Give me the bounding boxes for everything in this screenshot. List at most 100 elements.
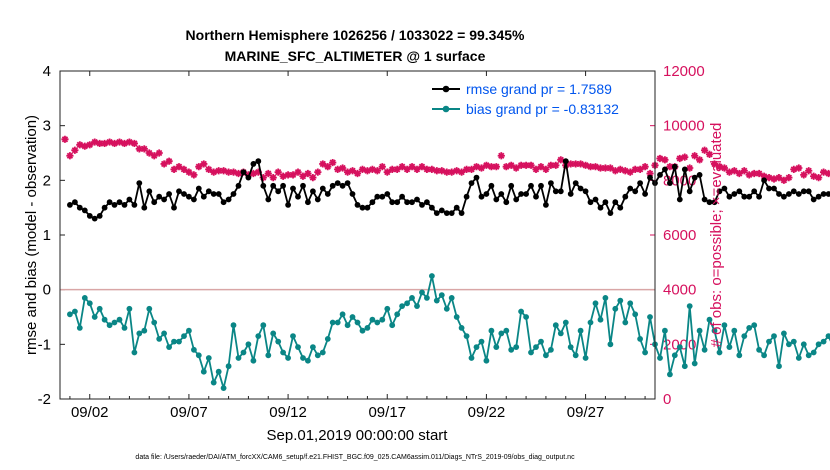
bias-point	[627, 300, 634, 307]
obs-count-point	[339, 164, 347, 172]
bias-point	[72, 308, 78, 315]
rmse-point	[751, 188, 758, 195]
obs-count-point	[705, 150, 714, 158]
obs-count-point	[730, 167, 738, 175]
obs-count-point	[423, 165, 431, 173]
rmse-point	[776, 191, 782, 197]
bias-point	[101, 316, 108, 323]
rmse-point	[399, 193, 405, 200]
obs-count-point	[745, 171, 753, 179]
obs-count-point	[110, 139, 119, 148]
bias-point	[126, 305, 133, 312]
rmse-point	[691, 174, 698, 181]
obs-count-point	[765, 174, 773, 182]
obs-count-point	[448, 168, 456, 176]
rmse-point	[538, 182, 544, 189]
rmse-point	[746, 193, 753, 200]
rmse-point	[503, 199, 510, 206]
obs-count-point	[105, 138, 114, 146]
obs-count-point	[552, 161, 560, 169]
obs-count-point	[418, 163, 426, 171]
y-tick-label-right: 12000	[663, 63, 705, 80]
bias-point	[443, 305, 450, 312]
rmse-point	[562, 158, 569, 165]
obs-count-point	[224, 168, 233, 176]
bias-point	[800, 341, 807, 348]
obs-count-point	[715, 163, 724, 171]
rmse-point	[597, 204, 604, 211]
x-tick-label: 09/12	[269, 404, 307, 421]
obs-count-point	[165, 157, 173, 165]
rmse-point	[662, 166, 668, 173]
rmse-point	[136, 180, 143, 187]
rmse-point	[825, 191, 830, 197]
rmse-point	[617, 204, 624, 211]
obs-count-point	[120, 139, 129, 148]
x-axis-label: Sep.01,2019 00:00:00 start	[267, 427, 449, 444]
rmse-point	[642, 191, 648, 197]
bias-point	[607, 341, 614, 348]
obs-count-point	[185, 168, 193, 176]
obs-count-point	[760, 172, 768, 180]
obs-count-point	[681, 153, 689, 161]
x-tick-label: 09/22	[468, 404, 506, 421]
obs-count-point	[299, 172, 307, 180]
bias-point	[215, 368, 222, 375]
obs-count-point	[611, 167, 619, 175]
rmse-point	[483, 191, 490, 197]
y-tick-label-right: 0	[663, 391, 671, 408]
rmse-point	[647, 174, 653, 181]
bias-point	[161, 330, 168, 337]
rmse-point	[210, 191, 217, 197]
rmse-point	[314, 196, 321, 203]
legend-bias-label: bias grand pr = -0.83132	[466, 101, 619, 117]
chart-title: Northern Hemisphere 1026256 / 1033022 = …	[186, 27, 525, 43]
bias-point	[582, 355, 589, 361]
bias-point	[260, 322, 267, 329]
obs-count-point	[229, 168, 238, 176]
bias-point	[141, 327, 148, 334]
obs-count-point	[125, 138, 134, 146]
rmse-point	[458, 210, 465, 217]
y-tick-label-left: 0	[43, 282, 51, 299]
rmse-point	[280, 182, 286, 189]
obs-count-point	[378, 163, 386, 171]
bias-point	[637, 336, 643, 342]
rmse-point	[543, 202, 549, 208]
rmse-point	[131, 202, 138, 208]
rmse-point	[676, 196, 683, 203]
bias-point	[716, 349, 723, 356]
bias-point	[369, 316, 376, 323]
bias-point	[151, 319, 158, 326]
bias-point	[349, 314, 356, 320]
bias-point	[587, 319, 594, 326]
bias-point	[771, 333, 777, 339]
obs-count-point	[284, 171, 292, 179]
rmse-point	[557, 188, 564, 195]
bias-point	[632, 311, 639, 318]
obs-count-point	[636, 165, 644, 173]
bias-point	[647, 314, 653, 320]
obs-count-point	[686, 164, 694, 172]
obs-count-point	[215, 167, 223, 175]
bias-point	[329, 319, 336, 326]
rmse-point	[493, 196, 500, 203]
bias-point	[790, 338, 797, 345]
rmse-point	[786, 191, 792, 197]
rmse-point	[498, 191, 505, 197]
obs-count-point	[735, 169, 743, 178]
obs-count-point	[601, 164, 610, 172]
bias-point	[612, 305, 619, 312]
rmse-point	[756, 193, 762, 200]
obs-count-point	[145, 149, 153, 157]
x-tick-label: 09/17	[368, 404, 406, 421]
rmse-point	[701, 196, 708, 203]
bias-series	[67, 273, 830, 391]
obs-count-point	[646, 169, 654, 178]
obs-count-point	[696, 156, 704, 164]
obs-count-point	[155, 149, 163, 157]
bias-point	[334, 319, 341, 326]
x-tick-label: 09/27	[567, 404, 605, 421]
rmse-point	[334, 180, 341, 187]
obs-count-point	[725, 168, 733, 176]
